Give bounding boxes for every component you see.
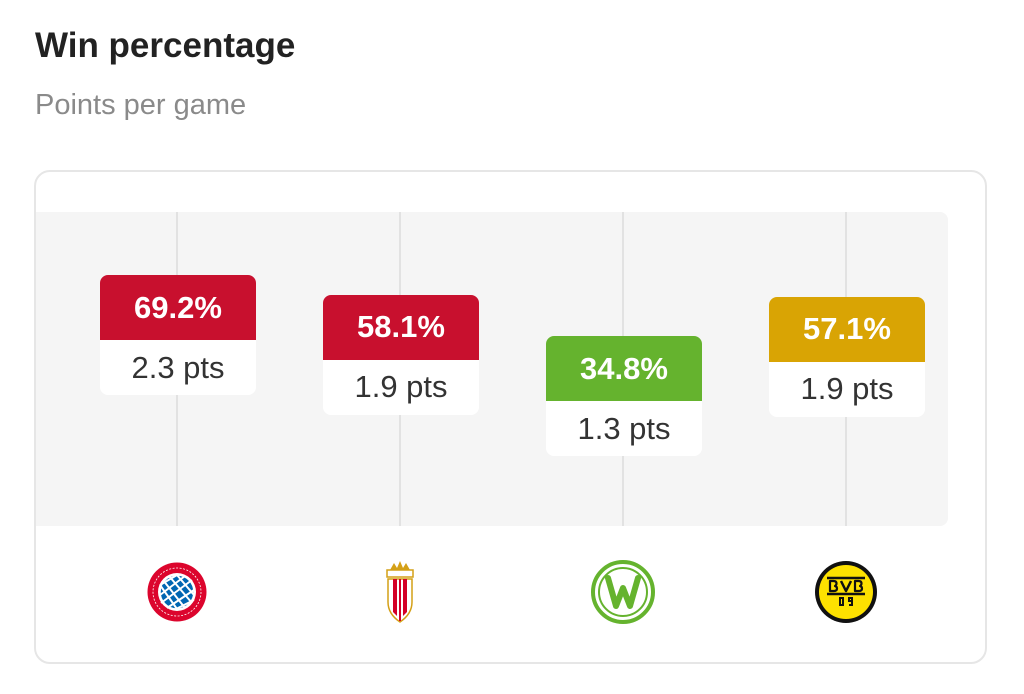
- win-percentage-label: 57.1%: [769, 296, 925, 362]
- value-box-monaco: 58.1% 1.9 pts: [323, 294, 479, 415]
- chart-subtitle: Points per game: [35, 89, 247, 121]
- win-percentage-label: 58.1%: [323, 294, 479, 360]
- points-per-game-label: 1.3 pts: [577, 410, 671, 446]
- bvb-logo-icon: [815, 561, 877, 623]
- vfl-wolfsburg-logo-icon: [591, 560, 655, 624]
- win-percentage-label: 69.2%: [100, 275, 256, 340]
- points-per-game-label: 1.9 pts: [354, 369, 448, 405]
- points-per-game-label: 2.3 pts: [131, 349, 225, 385]
- value-box-bayern: 69.2% 2.3 pts: [100, 275, 256, 395]
- win-percentage-label: 34.8%: [546, 336, 702, 401]
- team-column-dortmund: 57.1% 1.9 pts: [705, 172, 928, 666]
- team-column-bayern: 69.2% 2.3 pts: [36, 172, 259, 666]
- as-monaco-logo-icon: [386, 561, 414, 623]
- team-column-wolfsburg: 34.8% 1.3 pts: [482, 172, 705, 666]
- chart-title: Win percentage: [35, 26, 296, 65]
- chart-card: 69.2% 2.3 pts 58.1% 1.9 pts: [34, 170, 987, 664]
- value-box-wolfsburg: 34.8% 1.3 pts: [546, 336, 702, 456]
- team-column-monaco: 58.1% 1.9 pts: [259, 172, 482, 666]
- points-per-game-label: 1.9 pts: [800, 371, 894, 406]
- value-box-dortmund: 57.1% 1.9 pts: [769, 296, 925, 417]
- fc-bayern-logo-icon: [146, 561, 208, 623]
